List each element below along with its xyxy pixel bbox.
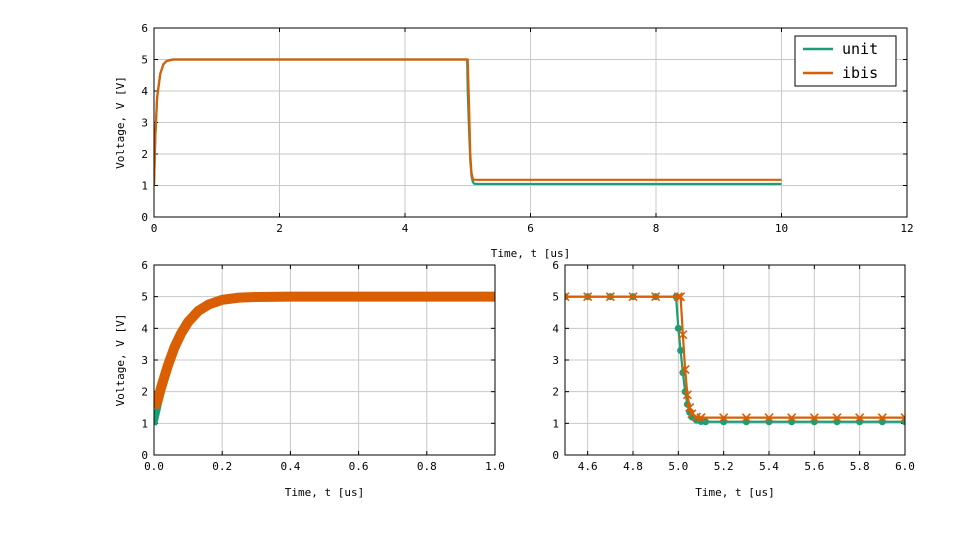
y-tick-label: 6 [141,22,148,35]
ibis-marker [719,413,729,423]
unit-marker [677,347,685,354]
ibis-marker [565,292,570,302]
y-tick-label: 6 [141,259,148,272]
ibis-marker [764,413,774,423]
x-tick-label: 2 [276,222,283,235]
x-tick-label: 10 [775,222,788,235]
ibis-marker [832,413,842,423]
series-line-unit [154,293,495,426]
plot-area [565,292,905,426]
x-tick-label: 8 [653,222,660,235]
legend: unit ibis [794,35,897,87]
legend-box [794,35,897,87]
ibis-marker [628,292,638,302]
x-tick-label: 1.0 [485,460,505,473]
ibis-marker [682,390,692,400]
legend-label-unit: unit [842,40,878,58]
y-tick-label: 4 [141,85,148,98]
y-tick-label: 1 [141,180,148,193]
y-tick-label: 2 [141,148,148,161]
ibis-marker [787,413,797,423]
plot-area [154,58,782,186]
y-tick-label: 6 [552,259,559,272]
x-tick-label: 5.2 [714,460,734,473]
ibis-marker [605,292,615,302]
x-tick-label: 0 [151,222,158,235]
ibis-marker [583,292,593,302]
ibis-marker [676,292,686,302]
chart-bottom-right: 4.6 4.8 5.0 5.2 5.4 5.6 5.8 6.0 0 1 2 3 4 5 6 Time, t [… [552,259,915,499]
ibis-marker [678,330,688,340]
series-line-unit [565,295,905,423]
x-tick-label: 6 [527,222,534,235]
x-tick-label: 0.4 [280,460,300,473]
ibis-marker [680,364,690,375]
y-axis-label: Voltage, V [V] [114,76,127,169]
x-tick-label: 0.0 [144,460,164,473]
ibis-marker [673,292,683,302]
plot-area [154,291,495,426]
y-tick-label: 2 [552,386,559,399]
ibis-marker [855,413,865,423]
x-axis-label: Time, t [us] [491,247,570,260]
x-axis-label: Time, t [us] [285,486,364,499]
ibis-marker [651,292,661,302]
y-tick-label: 5 [141,54,148,67]
series-line-ibis [565,295,905,419]
x-tick-label: 5.0 [668,460,688,473]
chart-bottom-left: 0.0 0.2 0.4 0.6 0.8 1.0 0 1 2 3 4 5 6 Time, t [us] Vol… [114,259,505,499]
y-tick-label: 0 [552,449,559,462]
unit-marker [674,324,682,332]
y-axis-label: Voltage, V [V] [114,314,127,407]
y-tick-label: 5 [552,291,559,304]
axes-frame [153,264,496,456]
y-tick-label: 0 [141,449,148,462]
ibis-marker [687,409,697,419]
x-tick-label: 5.6 [804,460,824,473]
y-tick-label: 3 [141,354,148,367]
x-tick-label: 0.8 [417,460,437,473]
y-tick-label: 3 [552,354,559,367]
axes-frame [153,27,908,218]
x-tick-label: 5.8 [850,460,870,473]
axes-frame [564,264,906,456]
y-tick-label: 2 [141,386,148,399]
x-tick-label: 4.6 [578,460,598,473]
y-tick-label: 5 [141,291,148,304]
series-line-ibis [154,58,782,186]
series-line-ibis [154,291,495,410]
y-tick-label: 1 [552,417,559,430]
x-tick-label: 0.2 [212,460,232,473]
ibis-marker [685,402,695,413]
legend-label-ibis: ibis [842,64,878,82]
x-tick-label: 4.8 [623,460,643,473]
y-tick-label: 4 [141,322,148,335]
x-axis-label: Time, t [us] [695,486,774,499]
ibis-marker [809,413,819,423]
x-tick-label: 0.6 [349,460,369,473]
y-tick-label: 4 [552,322,559,335]
x-tick-label: 4 [402,222,409,235]
x-tick-label: 5.4 [759,460,779,473]
x-tick-label: 12 [900,222,913,235]
ibis-marker [696,413,706,423]
y-tick-label: 1 [141,417,148,430]
y-tick-label: 3 [141,117,148,130]
ibis-marker [877,413,887,423]
y-tick-label: 0 [141,211,148,224]
ibis-marker [741,413,751,423]
ibis-marker [900,413,905,423]
x-tick-label: 6.0 [895,460,915,473]
